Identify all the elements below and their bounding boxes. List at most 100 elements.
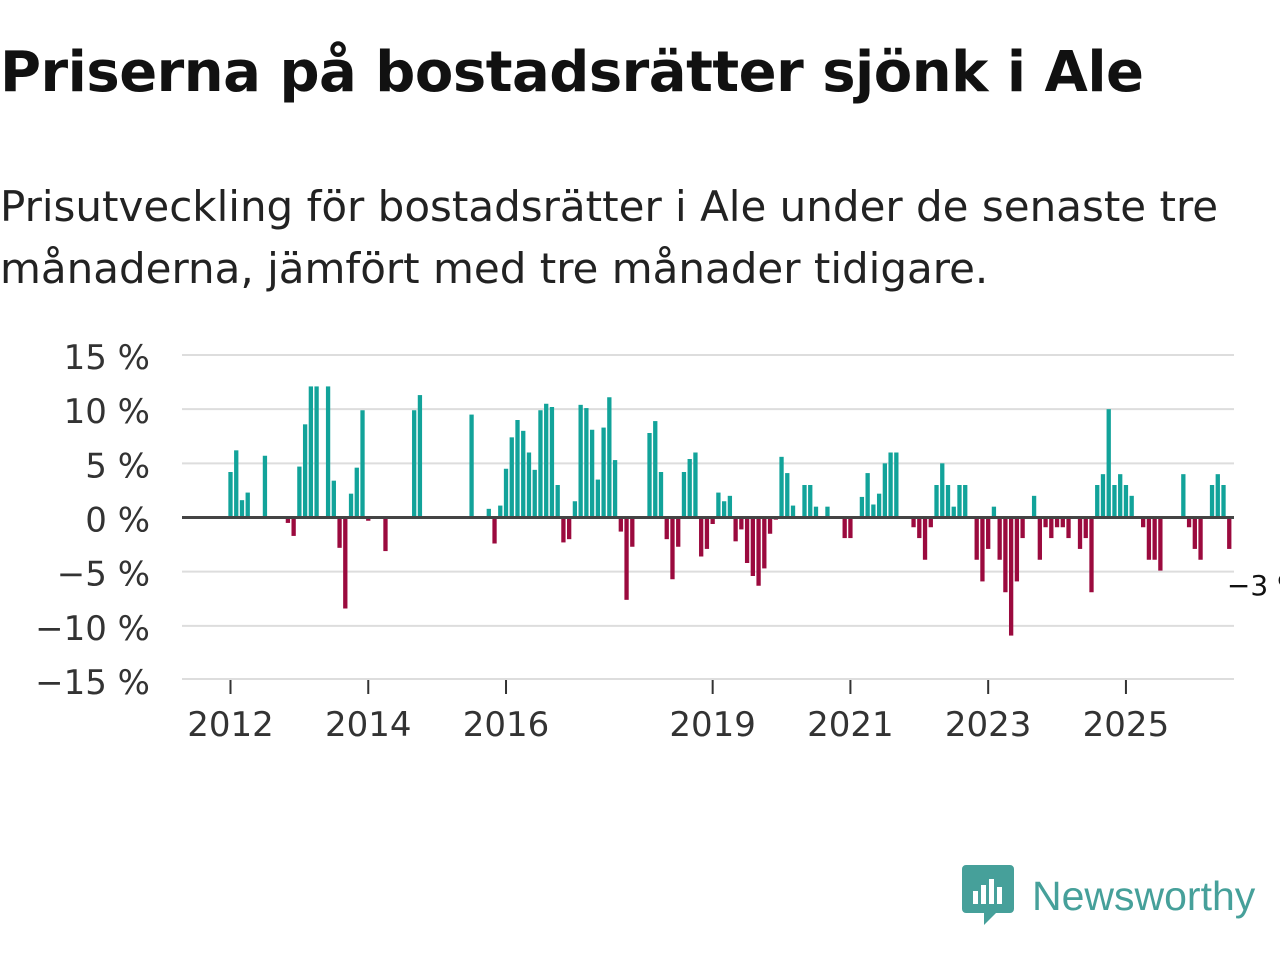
x-tick-label: 2021 xyxy=(807,705,894,745)
bar xyxy=(917,517,922,539)
bar xyxy=(486,508,491,518)
bar xyxy=(664,517,669,540)
bar xyxy=(515,420,520,518)
bar xyxy=(721,501,727,518)
bar xyxy=(228,472,233,518)
bar xyxy=(876,493,882,518)
bar-series xyxy=(228,386,1232,636)
bar xyxy=(308,386,314,518)
bar xyxy=(779,456,784,518)
bar xyxy=(607,397,612,518)
bar xyxy=(1060,517,1065,528)
bar xyxy=(595,479,601,518)
bar xyxy=(1037,517,1042,560)
bar xyxy=(1209,485,1215,518)
bar xyxy=(549,407,555,518)
bar xyxy=(521,430,526,518)
bar xyxy=(360,410,365,518)
bar xyxy=(928,517,933,528)
x-tick-label: 2016 xyxy=(463,705,550,745)
bar xyxy=(986,517,991,549)
bar xyxy=(934,485,939,518)
x-tick-label: 2014 xyxy=(325,705,412,745)
bar xyxy=(624,517,629,600)
bar xyxy=(894,452,899,518)
bar xyxy=(710,517,715,524)
bar xyxy=(383,517,388,552)
bar xyxy=(1106,409,1111,518)
bar xyxy=(578,404,583,518)
bar xyxy=(469,414,474,518)
bar xyxy=(974,517,979,560)
bar xyxy=(1066,517,1071,539)
bar xyxy=(991,506,997,518)
bar xyxy=(888,452,893,518)
x-axis: 2012 2014 2016 2019 2021 2023 2025 xyxy=(187,680,1169,745)
bar xyxy=(699,517,704,557)
bar xyxy=(503,468,509,518)
x-tick-label: 2025 xyxy=(1083,705,1170,745)
bar xyxy=(1221,485,1226,518)
x-tick-label: 2019 xyxy=(669,705,756,745)
bar xyxy=(612,460,618,518)
bar xyxy=(1014,517,1020,582)
bar xyxy=(1215,474,1220,518)
bar xyxy=(940,463,945,518)
bar xyxy=(693,452,698,518)
bar xyxy=(1003,517,1008,593)
bar xyxy=(762,517,767,569)
brand-name: Newsworthy xyxy=(1032,872,1256,919)
y-tick-label: 10 % xyxy=(64,392,150,432)
x-tick-label: 2023 xyxy=(945,705,1032,745)
bar xyxy=(1129,495,1134,518)
bar xyxy=(790,505,796,518)
bar xyxy=(842,517,847,539)
bar xyxy=(750,517,755,576)
bar xyxy=(744,517,750,563)
bar xyxy=(1043,517,1048,528)
bar xyxy=(1100,474,1106,518)
bar xyxy=(297,466,302,518)
bar xyxy=(567,517,572,540)
newsworthy-brand: Newsworthy xyxy=(962,864,1255,928)
bar xyxy=(555,485,560,518)
bar xyxy=(727,495,733,518)
bar xyxy=(492,517,497,544)
y-tick-label: −5 % xyxy=(57,555,150,595)
bar xyxy=(601,427,606,518)
bar xyxy=(1083,517,1088,539)
bar xyxy=(1227,517,1232,549)
bar xyxy=(1031,495,1037,518)
bar xyxy=(1054,517,1060,528)
bar xyxy=(291,517,296,536)
bar xyxy=(1049,517,1054,539)
bar xyxy=(658,472,664,518)
bar xyxy=(412,410,417,518)
bar xyxy=(922,517,928,560)
bar xyxy=(945,485,951,518)
bar xyxy=(739,517,744,530)
y-tick-label: −10 % xyxy=(35,609,150,649)
bar xyxy=(802,485,807,518)
bar xyxy=(1181,474,1186,518)
bar xyxy=(417,395,423,518)
bar xyxy=(681,472,687,518)
bar xyxy=(1152,517,1157,560)
bar xyxy=(1089,517,1094,593)
bar xyxy=(957,485,962,518)
bar xyxy=(848,517,853,539)
bar xyxy=(630,517,635,547)
bar xyxy=(1118,474,1123,518)
bar xyxy=(865,473,870,518)
bar xyxy=(813,506,819,518)
bar xyxy=(647,433,652,518)
bar xyxy=(262,455,268,518)
bar xyxy=(911,517,916,528)
bar xyxy=(997,517,1002,560)
bar xyxy=(716,492,721,518)
bar xyxy=(1008,517,1014,636)
bar xyxy=(825,506,830,518)
bar xyxy=(314,386,319,518)
bar xyxy=(1192,517,1197,549)
bar xyxy=(808,485,813,518)
